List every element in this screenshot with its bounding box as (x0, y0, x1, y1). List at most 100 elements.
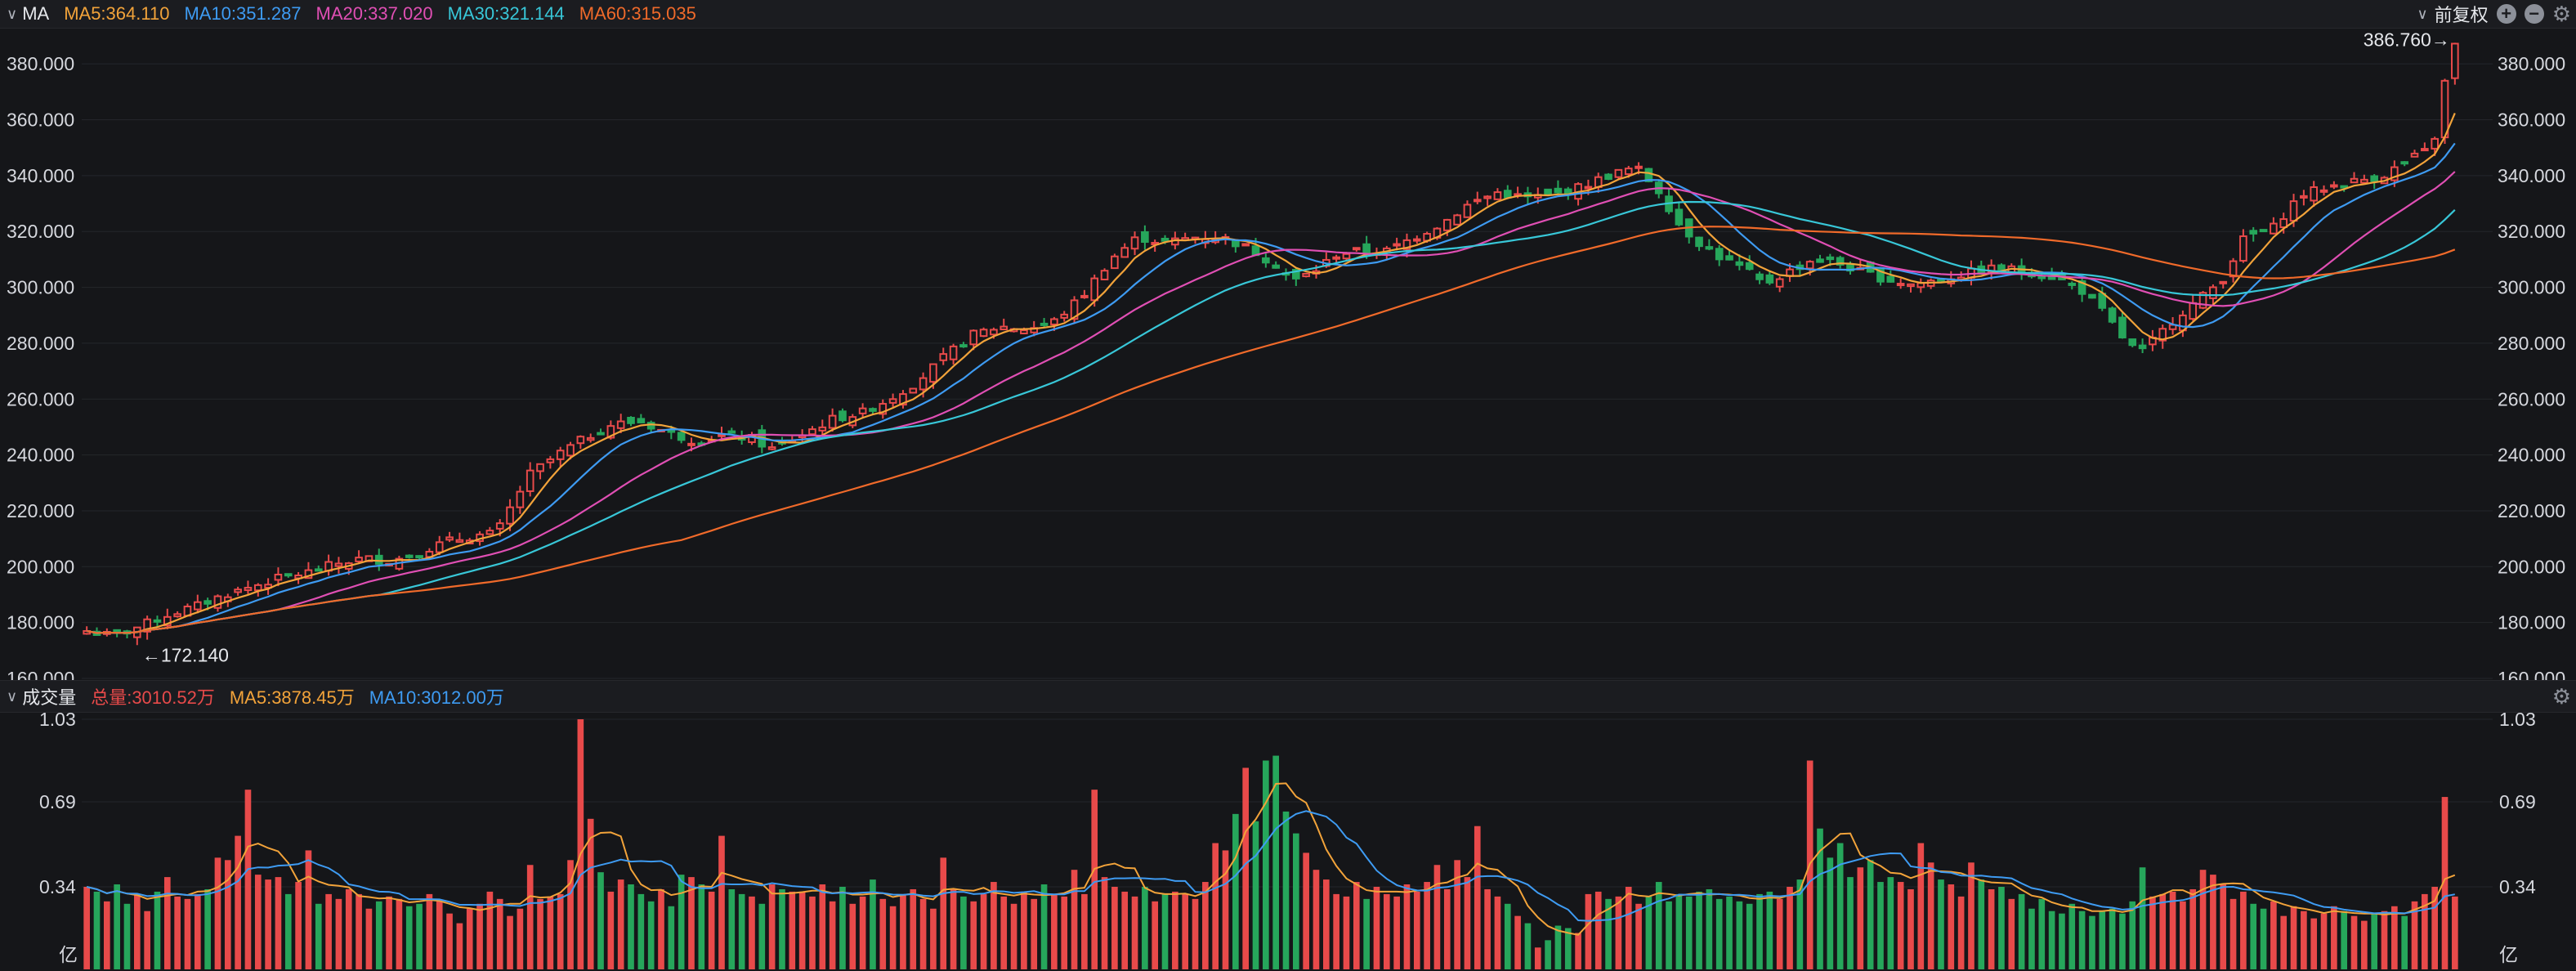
candle-body (2360, 178, 2368, 184)
high-marker: 386.760→ (2364, 29, 2450, 50)
volume-bar (2401, 915, 2408, 969)
volume-bar (1403, 884, 1411, 969)
volume-bar (254, 875, 262, 969)
y-tick-label-left: 220.000 (7, 500, 74, 521)
y-tick-label-left: 380.000 (7, 53, 74, 74)
y-tick-label-right: 220.000 (2498, 500, 2565, 521)
volume-bar (718, 835, 725, 969)
volume-bar (295, 882, 302, 969)
volume-bar (1222, 850, 1229, 969)
candle-body (2158, 328, 2167, 342)
candle-body (1000, 325, 1008, 331)
volume-bar (940, 857, 947, 969)
candle-body (2289, 200, 2298, 222)
candle-body (2118, 316, 2127, 338)
volume-bar (335, 898, 342, 969)
volume-bar (1303, 852, 1309, 969)
candle-body (274, 573, 283, 581)
volume-chart[interactable]: 1.03 1.03 0.69 0.69 0.34 0.34 亿 亿 (0, 711, 2576, 971)
volume-bar (1142, 886, 1148, 969)
settings-gear-icon[interactable]: ⚙ (2551, 1, 2571, 26)
volume-bar (1746, 903, 1753, 969)
volume-bar (547, 896, 554, 969)
candle-body (2229, 260, 2238, 278)
candle-body (1342, 253, 1351, 260)
volume-bar (900, 893, 906, 969)
candle-body (1050, 318, 1058, 325)
volume-bar (1101, 877, 1108, 969)
volume-bar (2068, 903, 2076, 969)
candle-body (879, 403, 888, 415)
y-tick-label-right: 340.000 (2498, 165, 2565, 186)
candle-body (627, 416, 635, 424)
candle-body (2077, 280, 2086, 295)
candle-body (1907, 283, 1915, 288)
candle-body (899, 393, 907, 406)
candle-body (435, 541, 444, 553)
candle-body (1554, 187, 1563, 194)
zoom-in-icon[interactable]: + (2496, 4, 2516, 24)
candle-body (586, 436, 595, 441)
candle-body (2219, 280, 2228, 284)
vol-tick-left: 0.34 (39, 876, 76, 897)
chevron-down-icon: ∨ (2417, 5, 2428, 22)
volume-bar (2310, 918, 2318, 969)
volume-bar (1948, 884, 1955, 969)
volume-bar (2240, 891, 2247, 969)
y-tick-label-left: 360.000 (7, 110, 74, 131)
collapse-chevron-icon[interactable]: ∨ (7, 5, 18, 22)
price-chart[interactable]: 380.000 380.000 360.000 360.000 340.000 340.0… (0, 28, 2576, 680)
volume-bar (1726, 896, 1733, 969)
y-tick-label-right: 360.000 (2498, 110, 2565, 131)
volume-bar (1242, 767, 1249, 969)
zoom-out-icon[interactable]: − (2524, 4, 2544, 24)
volume-settings-gear-icon[interactable]: ⚙ (2551, 684, 2571, 709)
volume-bar (930, 908, 937, 969)
volume-bar (849, 903, 856, 969)
y-tick-label-right: 300.000 (2498, 277, 2565, 298)
vol-tick-right: 1.03 (2499, 711, 2536, 730)
candle-body (646, 422, 655, 430)
vol-ma10-line (86, 810, 2455, 922)
volume-bar (728, 888, 736, 969)
volume-bar (1121, 891, 1129, 969)
volume-bar (244, 790, 252, 969)
candle-body (173, 613, 181, 618)
volume-bar (1010, 903, 1017, 969)
volume-bar (2059, 913, 2065, 969)
candle-body (1080, 294, 1089, 298)
candle-body (1503, 190, 1512, 199)
volume-bar (1040, 884, 1048, 969)
volume-bar (83, 886, 90, 969)
candle-body (727, 430, 736, 434)
adjust-dropdown[interactable]: ∨ 前复权 (2417, 1, 2488, 27)
volume-bar (1554, 925, 1562, 969)
volume-bar (1635, 903, 1642, 969)
volume-bar (2341, 911, 2348, 969)
volume-bar (416, 903, 423, 969)
candle-body (1816, 258, 1824, 263)
volume-bar (2189, 888, 2197, 969)
volume-bar (2301, 911, 2307, 969)
volume-bar (789, 891, 796, 969)
y-tick-label-left: 180.000 (7, 612, 74, 633)
volume-bar (1867, 860, 1874, 969)
volume-bar (879, 898, 887, 969)
candle-body (2390, 166, 2399, 181)
candle-body (1161, 237, 1169, 242)
candle-body (2239, 235, 2247, 262)
volume-bar (577, 719, 584, 969)
candle-body (284, 573, 293, 577)
candle-body (314, 568, 323, 572)
vol-ma10-value: MA10:3012.00万 (369, 687, 504, 708)
volume-bar (1313, 870, 1320, 969)
volume-bar (1152, 901, 1159, 969)
candle-body (1675, 208, 1684, 226)
volume-collapse-chevron-icon[interactable]: ∨ (7, 687, 18, 705)
volume-bar (214, 857, 221, 969)
volume-label: 成交量 (22, 687, 77, 708)
ma-line-ma20 (86, 171, 2456, 634)
candle-body (2189, 302, 2198, 320)
candle-body (2330, 184, 2338, 188)
volume-bar (2028, 908, 2035, 969)
